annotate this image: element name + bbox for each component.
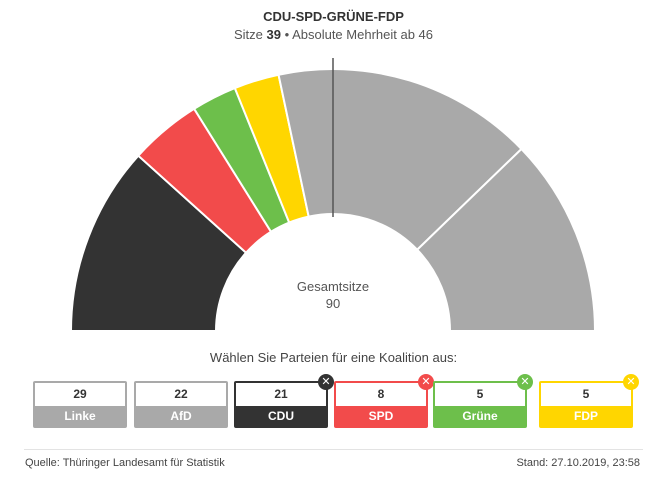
party-seats: 21 xyxy=(274,387,288,401)
total-seats-value: 90 xyxy=(325,296,341,311)
timestamp: Stand: 27.10.2019, 23:58 xyxy=(516,457,640,469)
chart-title: CDU-SPD-GRÜNE-FDP xyxy=(263,9,404,24)
coalition-prompt: Wählen Sie Parteien für eine Koalition a… xyxy=(209,350,458,365)
party-button-cdu[interactable]: 21 CDU ✕ xyxy=(234,374,334,428)
seat-slice-afd xyxy=(415,147,597,332)
party-button-afd[interactable]: 22 AfD xyxy=(134,381,228,428)
party-button-spd[interactable]: 8 SPD ✕ xyxy=(334,374,434,428)
party-button-fdp[interactable]: 5 FDP ✕ xyxy=(539,374,639,428)
party-name: CDU xyxy=(236,406,326,426)
party-seats: 8 xyxy=(377,387,385,401)
party-name: Linke xyxy=(35,406,125,426)
subtitle-prefix: Sitze xyxy=(234,27,263,42)
party-seats: 22 xyxy=(174,387,188,401)
party-seats: 5 xyxy=(582,387,590,401)
seat-slice-cdu xyxy=(69,154,248,332)
coalition-seats: 39 xyxy=(266,27,281,42)
total-seats-label: Gesamtsitze 90 xyxy=(233,278,433,312)
party-button-gruene[interactable]: 5 Grüne ✕ xyxy=(433,374,533,428)
total-seats-caption: Gesamtsitze xyxy=(296,279,370,294)
party-button-linke[interactable]: 29 Linke xyxy=(33,381,127,428)
party-seats: 5 xyxy=(476,387,484,401)
close-icon[interactable]: ✕ xyxy=(623,374,639,390)
footer-divider xyxy=(24,449,643,450)
party-seats: 29 xyxy=(73,387,87,401)
majority-text: • Absolute Mehrheit ab 46 xyxy=(284,27,433,42)
party-name: SPD xyxy=(336,406,426,426)
seat-slice-linke xyxy=(277,68,523,252)
close-icon[interactable]: ✕ xyxy=(517,374,533,390)
chart-subtitle: Sitze 39 • Absolute Mehrheit ab 46 xyxy=(0,27,667,42)
parliament-chart xyxy=(69,58,597,332)
close-icon[interactable]: ✕ xyxy=(318,374,334,390)
source-note: Quelle: Thüringer Landesamt für Statisti… xyxy=(25,457,225,469)
party-name: Grüne xyxy=(435,406,525,426)
party-selector: 29 Linke 22 AfD 21 CDU ✕ 8 SPD ✕ 5 Grüne ✕ 5 FDP ✕ xyxy=(33,374,639,429)
party-name: AfD xyxy=(136,406,226,426)
close-icon[interactable]: ✕ xyxy=(418,374,434,390)
party-name: FDP xyxy=(541,406,631,426)
